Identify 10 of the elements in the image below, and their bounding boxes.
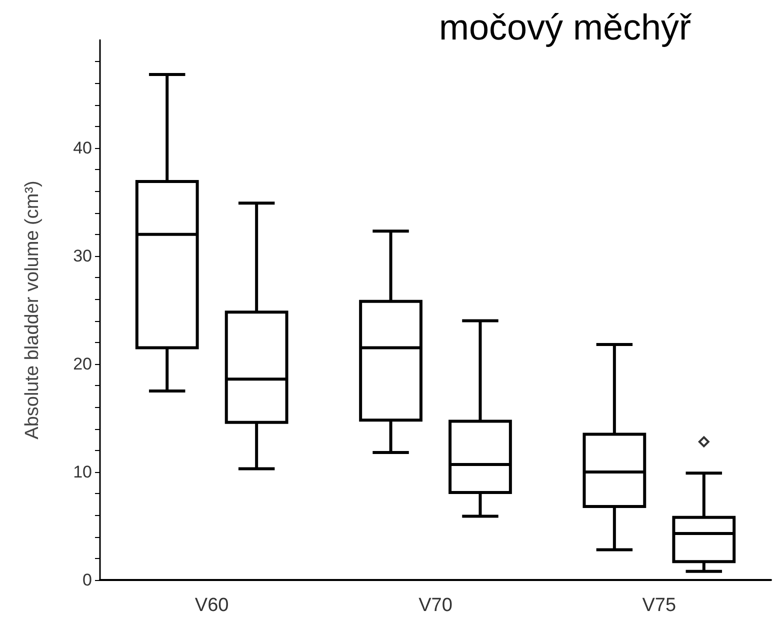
y-tick-label: 20: [73, 354, 92, 374]
chart-title: močový měchýř: [438, 6, 692, 48]
y-tick-label: 10: [73, 462, 92, 482]
y-tick-label: 30: [73, 246, 92, 266]
y-tick-label: 0: [82, 570, 92, 590]
y-axis-title: Absolute bladder volume (cm³): [22, 180, 43, 440]
x-tick-label: V75: [642, 595, 676, 616]
x-tick-label: V70: [418, 595, 452, 616]
x-tick-label: V60: [194, 595, 229, 616]
y-tick-label: 40: [73, 138, 92, 158]
